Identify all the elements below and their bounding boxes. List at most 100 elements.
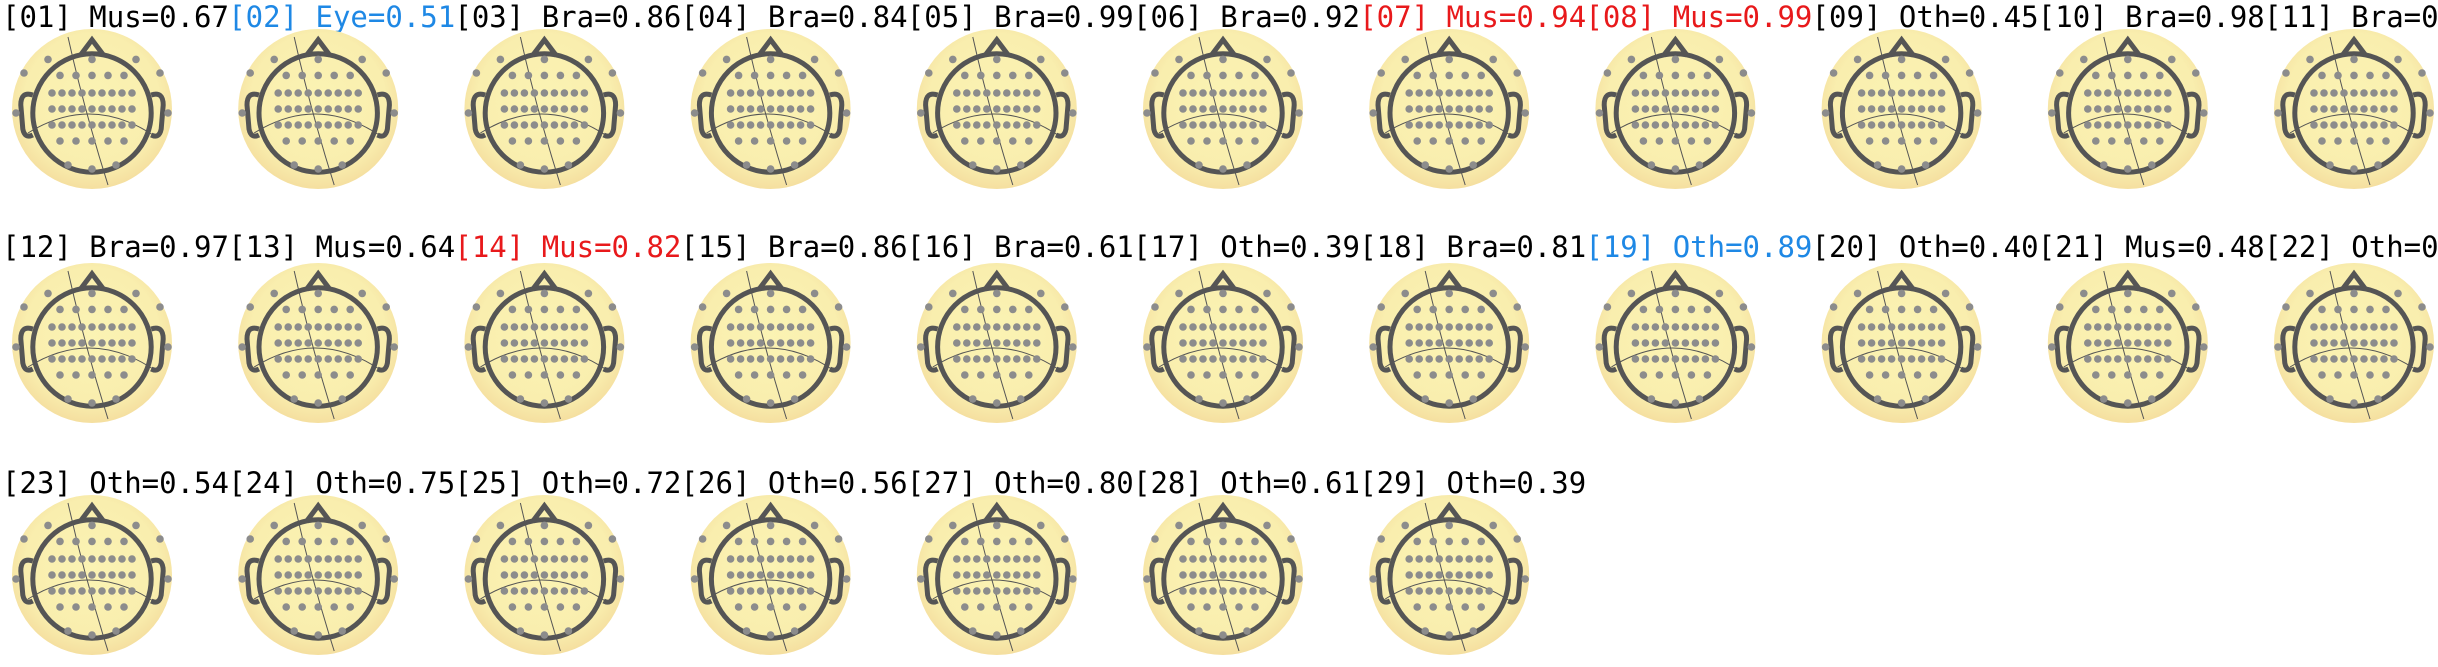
- electrode: [1023, 339, 1031, 347]
- contour: [1384, 113, 1514, 138]
- electrode: [540, 105, 549, 113]
- electrode: [983, 355, 991, 363]
- electrode: [796, 89, 805, 97]
- electrode: [500, 89, 509, 97]
- electrode: [1405, 105, 1413, 113]
- electrode: [2124, 55, 2132, 64]
- electrode: [550, 587, 559, 595]
- electrode: [1023, 105, 1031, 113]
- electrode: [530, 339, 539, 347]
- electrode: [2144, 121, 2152, 129]
- electrode: [2192, 303, 2200, 311]
- electrode: [118, 355, 126, 363]
- electrode: [1973, 343, 1982, 351]
- electrode: [1179, 121, 1187, 129]
- electrode: [324, 339, 333, 347]
- electrode: [1921, 395, 1930, 403]
- electrode: [164, 575, 172, 583]
- electrode: [1239, 555, 1247, 563]
- electrode: [2350, 55, 2358, 64]
- electrode: [1069, 575, 1077, 583]
- electrode: [294, 355, 303, 363]
- electrode: [72, 371, 80, 379]
- electrode: [346, 603, 355, 611]
- nose: [78, 35, 106, 58]
- electrode: [1229, 105, 1237, 113]
- electrode: [2108, 371, 2116, 379]
- component-label: [20] Oth=0.40: [1812, 230, 2039, 264]
- electrode: [1917, 339, 1926, 347]
- electrode: [1477, 371, 1485, 379]
- electrode: [508, 137, 517, 145]
- electrode: [1927, 121, 1936, 129]
- electrode: [2426, 343, 2434, 351]
- electrode: [572, 71, 581, 80]
- electrode: [580, 105, 589, 113]
- electrode: [722, 289, 731, 298]
- electrode: [2114, 105, 2122, 113]
- electrode: [746, 339, 755, 347]
- topoplot: [06] Bra=0.92: [1133, 0, 1360, 189]
- electrode: [1927, 105, 1936, 113]
- electrode: [1209, 555, 1217, 563]
- electrode: [1259, 571, 1267, 579]
- electrode: [806, 571, 815, 579]
- electrode: [2366, 71, 2374, 80]
- electrode: [1229, 555, 1237, 563]
- right-ear: [828, 91, 845, 139]
- electrode: [776, 339, 785, 347]
- electrode: [1521, 109, 1529, 117]
- left-ear: [2280, 91, 2296, 139]
- electrode: [88, 121, 96, 129]
- left-ear: [18, 325, 34, 373]
- electrode: [766, 571, 775, 579]
- electrode: [796, 323, 805, 331]
- electrode: [290, 627, 299, 635]
- electrode: [118, 323, 126, 331]
- electrode: [1445, 537, 1453, 546]
- electrode: [1009, 537, 1017, 546]
- contour: [1158, 113, 1288, 138]
- electrode: [1917, 89, 1926, 97]
- electrode: [963, 323, 971, 331]
- contour: [2329, 36, 2371, 186]
- electrode: [798, 603, 807, 611]
- electrode: [1069, 109, 1077, 117]
- electrode: [314, 521, 323, 530]
- contour: [1877, 36, 1919, 186]
- electrode: [1219, 631, 1227, 639]
- electrode: [1251, 71, 1259, 80]
- electrode: [324, 121, 333, 129]
- electrode: [1219, 137, 1227, 145]
- electrode: [1821, 109, 1830, 117]
- electrode: [1907, 89, 1916, 97]
- electrode: [1671, 371, 1680, 379]
- electrode: [1881, 305, 1890, 314]
- electrode: [346, 537, 355, 546]
- electrode: [294, 105, 303, 113]
- electrode: [608, 303, 617, 311]
- electrode: [330, 137, 339, 145]
- electrode: [128, 339, 136, 347]
- electrode: [1199, 355, 1207, 363]
- electrode: [1009, 71, 1017, 80]
- electrode: [1461, 137, 1469, 145]
- electrode: [766, 89, 775, 97]
- electrode: [1249, 121, 1257, 129]
- electrode: [1595, 343, 1604, 351]
- left-ear: [1375, 91, 1392, 139]
- electrode: [570, 587, 579, 595]
- electrode: [344, 571, 353, 579]
- electrode: [2360, 355, 2368, 363]
- electrode: [540, 137, 549, 145]
- electrode: [56, 71, 64, 80]
- electrode: [304, 571, 313, 579]
- electrode: [949, 289, 957, 298]
- electrode: [1429, 305, 1437, 314]
- electrode: [1143, 109, 1151, 117]
- electrode: [2094, 121, 2102, 129]
- electrode: [1671, 71, 1680, 80]
- electrode: [917, 575, 925, 583]
- electrode: [842, 109, 851, 117]
- electrode: [72, 603, 80, 611]
